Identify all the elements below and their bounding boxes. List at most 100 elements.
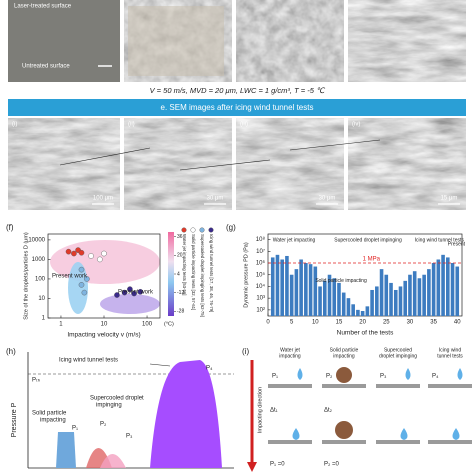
bar bbox=[441, 254, 445, 316]
bar bbox=[450, 263, 455, 316]
connector bbox=[59, 147, 151, 166]
droplet bbox=[400, 428, 408, 440]
reference-label: 1 MPa bbox=[363, 257, 381, 263]
x-tick-label: 10 bbox=[312, 320, 319, 326]
x-tick-label: 30 bbox=[407, 320, 414, 326]
plate bbox=[268, 384, 312, 388]
sem-image bbox=[236, 118, 344, 210]
annotation: Supercooled droplet impinging bbox=[334, 237, 402, 243]
x-tick-label: 25 bbox=[383, 320, 390, 326]
x-tick-label: 10 bbox=[101, 322, 108, 328]
point bbox=[78, 249, 85, 256]
bar bbox=[327, 274, 332, 316]
y-tick-label: 10000 bbox=[28, 237, 45, 243]
bar bbox=[379, 269, 384, 316]
legend-label: Solid particle impacting tests [32, 57-6… bbox=[191, 234, 196, 310]
panel-label: (f) bbox=[6, 223, 14, 232]
arrowhead bbox=[247, 462, 257, 472]
legend-label: Supercooled droplet impinging tests [62-… bbox=[200, 234, 205, 317]
plate bbox=[322, 384, 366, 388]
bar bbox=[337, 282, 341, 316]
sem-images bbox=[8, 118, 466, 210]
colorbar-tick-label: 4 bbox=[177, 271, 180, 277]
bar bbox=[393, 289, 398, 316]
bar bbox=[318, 286, 322, 316]
annotation: Present bbox=[448, 241, 466, 247]
x-tick-label: 0 bbox=[266, 320, 270, 326]
droplet bbox=[297, 368, 303, 380]
y-label: Dynamic pressure PD (Pa) bbox=[243, 242, 249, 308]
pressure: P₂ bbox=[326, 374, 333, 380]
bar bbox=[431, 263, 436, 316]
point bbox=[114, 292, 120, 298]
banner bbox=[8, 99, 466, 116]
bar bbox=[289, 274, 294, 316]
bar bbox=[365, 306, 370, 316]
column-header: impacting bbox=[279, 353, 301, 359]
panel-i: (i) Impacting direction Δt₁ Δt₂ P₁ =0 P₂… bbox=[242, 347, 340, 472]
y-tick-label: 10² bbox=[256, 307, 265, 313]
panel-h: (h) Pressure P Pₜₕ Icing wind tunnel tes… bbox=[6, 347, 234, 469]
region bbox=[100, 294, 160, 314]
legend-label: Icing wind tunnel tests [17, 38, 46, 76-… bbox=[209, 234, 214, 312]
bar bbox=[427, 269, 431, 316]
y-tick-label: 100 bbox=[35, 277, 46, 283]
pulse bbox=[100, 454, 126, 468]
annotation: Water jet impacting bbox=[273, 237, 316, 243]
column-header: Icing wind bbox=[439, 347, 461, 353]
sem-label: (iii) bbox=[240, 122, 248, 128]
pulse bbox=[150, 360, 222, 468]
photo bbox=[8, 0, 120, 82]
bar bbox=[360, 311, 365, 316]
panel-label: (h) bbox=[6, 347, 16, 356]
point bbox=[78, 282, 85, 288]
scale-label: 30 μm bbox=[319, 196, 336, 202]
annotation: Present work bbox=[52, 274, 88, 280]
y-tick-label: 1000 bbox=[32, 257, 46, 263]
scale-label: 100 μm bbox=[93, 196, 113, 202]
label: Icing wind tunnel tests bbox=[59, 358, 118, 364]
y-tick-label: 10⁵ bbox=[256, 271, 266, 278]
y-label: Size of the droplets/particles D (μm) bbox=[23, 232, 29, 320]
bar bbox=[351, 304, 355, 316]
y-tick-label: 10 bbox=[38, 296, 45, 302]
y-tick-label: 10⁸ bbox=[256, 236, 266, 243]
pressure: P₄ bbox=[432, 374, 439, 380]
bar bbox=[313, 266, 318, 316]
bar bbox=[304, 263, 308, 316]
column-header: impacting bbox=[333, 353, 355, 359]
legend-marker bbox=[181, 227, 187, 233]
colorbar-label: (°C) bbox=[164, 321, 174, 327]
label: impacting bbox=[40, 418, 66, 424]
photo bbox=[236, 0, 344, 82]
bar bbox=[455, 266, 460, 316]
colorbar-tick-label: -28 bbox=[177, 309, 184, 315]
colorbar-tick-label: 20 bbox=[177, 253, 183, 259]
x-tick-label: 35 bbox=[430, 320, 437, 326]
droplet bbox=[292, 428, 300, 440]
panel-label: (g) bbox=[226, 223, 236, 232]
label: Supercooled droplet bbox=[90, 396, 144, 402]
y-tick-label: 10⁷ bbox=[256, 248, 265, 255]
point bbox=[127, 286, 133, 292]
pressure: P₄ bbox=[206, 366, 213, 372]
annotation: Solid particle impacting bbox=[315, 278, 367, 284]
pressure: P₁ bbox=[272, 374, 278, 380]
colorbar bbox=[168, 232, 174, 316]
bar bbox=[375, 286, 379, 316]
sem-image bbox=[124, 118, 232, 210]
column-header: Solid particle bbox=[330, 347, 359, 353]
plate bbox=[322, 440, 366, 444]
point bbox=[84, 276, 90, 282]
point bbox=[81, 289, 88, 296]
legend-marker bbox=[190, 227, 196, 233]
y-label: Pressure P bbox=[11, 402, 18, 437]
column-header: Water jet bbox=[280, 347, 300, 353]
x-tick-label: 40 bbox=[454, 320, 461, 326]
column-header: droplet impinging bbox=[379, 353, 417, 359]
bar bbox=[408, 274, 412, 316]
sem-label: (i) bbox=[12, 122, 17, 128]
label: impinging bbox=[96, 403, 122, 409]
droplet bbox=[457, 368, 463, 380]
